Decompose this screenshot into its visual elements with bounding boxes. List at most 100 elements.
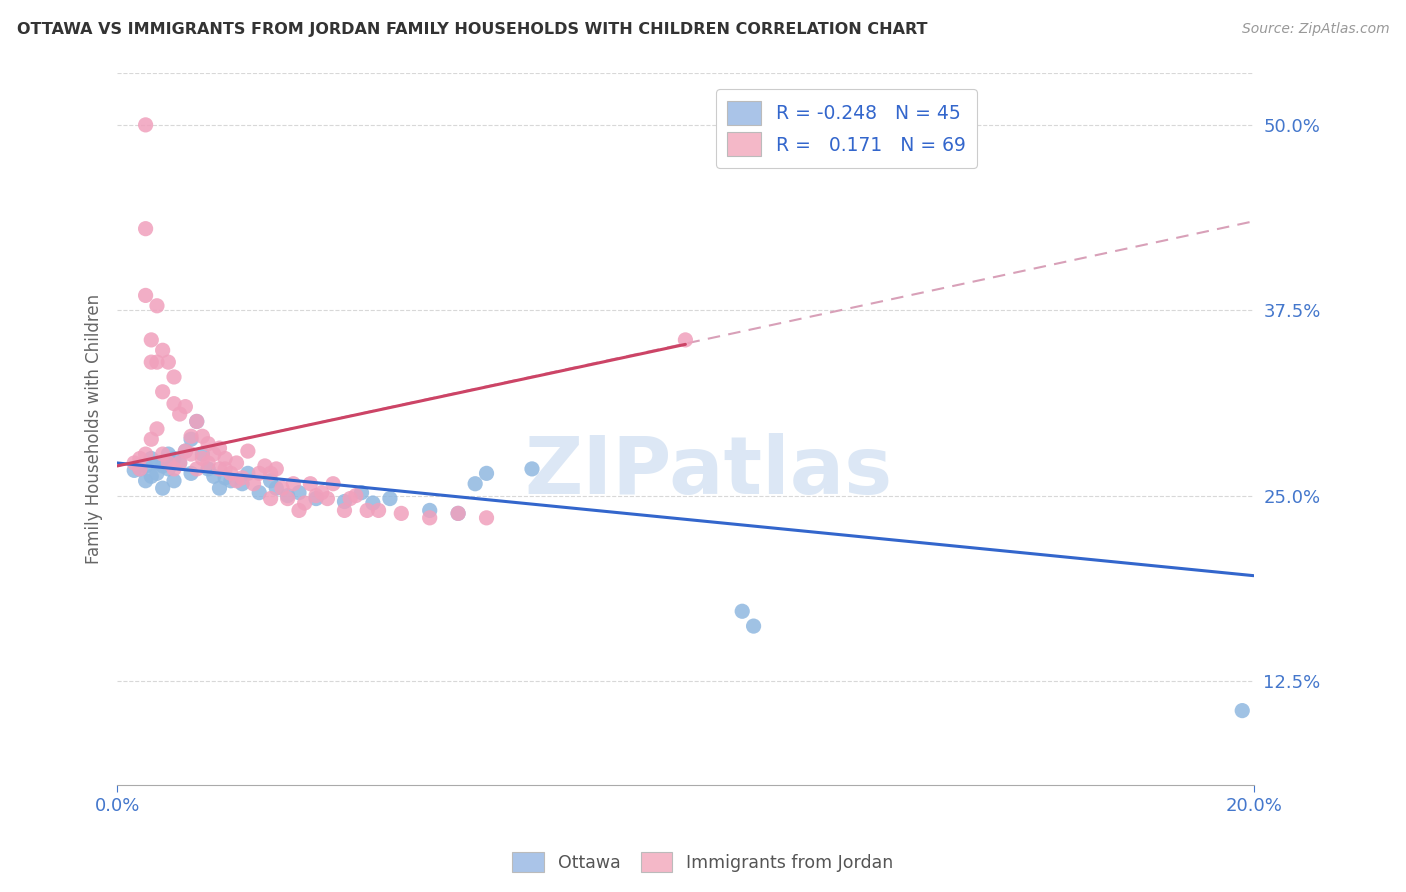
Point <box>163 451 186 466</box>
Point <box>419 511 441 525</box>
Point <box>180 429 202 443</box>
Legend: R = -0.248   N = 45, R =   0.171   N = 69: R = -0.248 N = 45, R = 0.171 N = 69 <box>716 89 977 168</box>
Point <box>174 400 197 414</box>
Point <box>152 343 174 358</box>
Point <box>299 476 322 491</box>
Point <box>464 476 486 491</box>
Point <box>283 476 305 491</box>
Point <box>202 447 225 461</box>
Point <box>152 384 174 399</box>
Text: OTTAWA VS IMMIGRANTS FROM JORDAN FAMILY HOUSEHOLDS WITH CHILDREN CORRELATION CHA: OTTAWA VS IMMIGRANTS FROM JORDAN FAMILY … <box>17 22 928 37</box>
Point <box>214 471 236 485</box>
Point <box>419 503 441 517</box>
Point <box>271 481 294 495</box>
Point <box>141 469 163 483</box>
Point <box>174 444 197 458</box>
Point <box>231 471 253 485</box>
Point <box>169 456 191 470</box>
Point <box>122 456 145 470</box>
Point <box>339 491 361 506</box>
Point <box>225 456 247 470</box>
Point <box>208 462 231 476</box>
Point <box>219 474 242 488</box>
Point <box>146 299 169 313</box>
Point <box>344 489 367 503</box>
Point <box>180 447 202 461</box>
Point <box>520 462 543 476</box>
Point <box>157 456 180 470</box>
Point <box>236 444 259 458</box>
Point <box>186 414 208 428</box>
Point <box>135 118 157 132</box>
Point <box>475 467 498 481</box>
Point <box>219 467 242 481</box>
Point <box>673 333 696 347</box>
Point <box>152 458 174 473</box>
Point <box>163 370 186 384</box>
Point <box>191 447 214 461</box>
Point <box>129 462 152 476</box>
Point <box>135 288 157 302</box>
Point <box>266 481 288 495</box>
Point <box>247 467 270 481</box>
Point <box>174 444 197 458</box>
Point <box>305 489 328 503</box>
Point <box>197 436 219 450</box>
Point <box>197 462 219 476</box>
Point <box>186 462 208 476</box>
Point <box>214 462 236 476</box>
Point <box>202 469 225 483</box>
Point <box>742 619 765 633</box>
Point <box>1232 704 1254 718</box>
Point <box>129 451 152 466</box>
Point <box>163 397 186 411</box>
Point <box>367 503 389 517</box>
Legend: Ottawa, Immigrants from Jordan: Ottawa, Immigrants from Jordan <box>506 845 900 879</box>
Point <box>253 458 276 473</box>
Point <box>259 467 281 481</box>
Point <box>135 458 157 473</box>
Point <box>311 485 333 500</box>
Point <box>157 462 180 476</box>
Point <box>333 494 356 508</box>
Point <box>163 474 186 488</box>
Point <box>247 485 270 500</box>
Point <box>146 422 169 436</box>
Point <box>141 355 163 369</box>
Point <box>447 507 470 521</box>
Y-axis label: Family Households with Children: Family Households with Children <box>86 293 103 564</box>
Point <box>288 503 311 517</box>
Point <box>141 451 163 466</box>
Point <box>180 467 202 481</box>
Point <box>169 456 191 470</box>
Point <box>135 221 157 235</box>
Point <box>475 511 498 525</box>
Point <box>316 491 339 506</box>
Point <box>333 503 356 517</box>
Point <box>146 456 169 470</box>
Point <box>225 474 247 488</box>
Text: Source: ZipAtlas.com: Source: ZipAtlas.com <box>1241 22 1389 37</box>
Point <box>163 462 186 476</box>
Point <box>146 355 169 369</box>
Point <box>135 474 157 488</box>
Point <box>157 355 180 369</box>
Point <box>378 491 401 506</box>
Point <box>236 467 259 481</box>
Point <box>288 485 311 500</box>
Point <box>191 451 214 466</box>
Point <box>129 462 152 476</box>
Point <box>122 463 145 477</box>
Point <box>277 491 299 506</box>
Point <box>389 507 412 521</box>
Point <box>277 489 299 503</box>
Point <box>169 407 191 421</box>
Point <box>180 432 202 446</box>
Point <box>186 414 208 428</box>
Point <box>350 485 373 500</box>
Point <box>731 604 754 618</box>
Point <box>141 432 163 446</box>
Point <box>231 476 253 491</box>
Point <box>322 476 344 491</box>
Point <box>259 491 281 506</box>
